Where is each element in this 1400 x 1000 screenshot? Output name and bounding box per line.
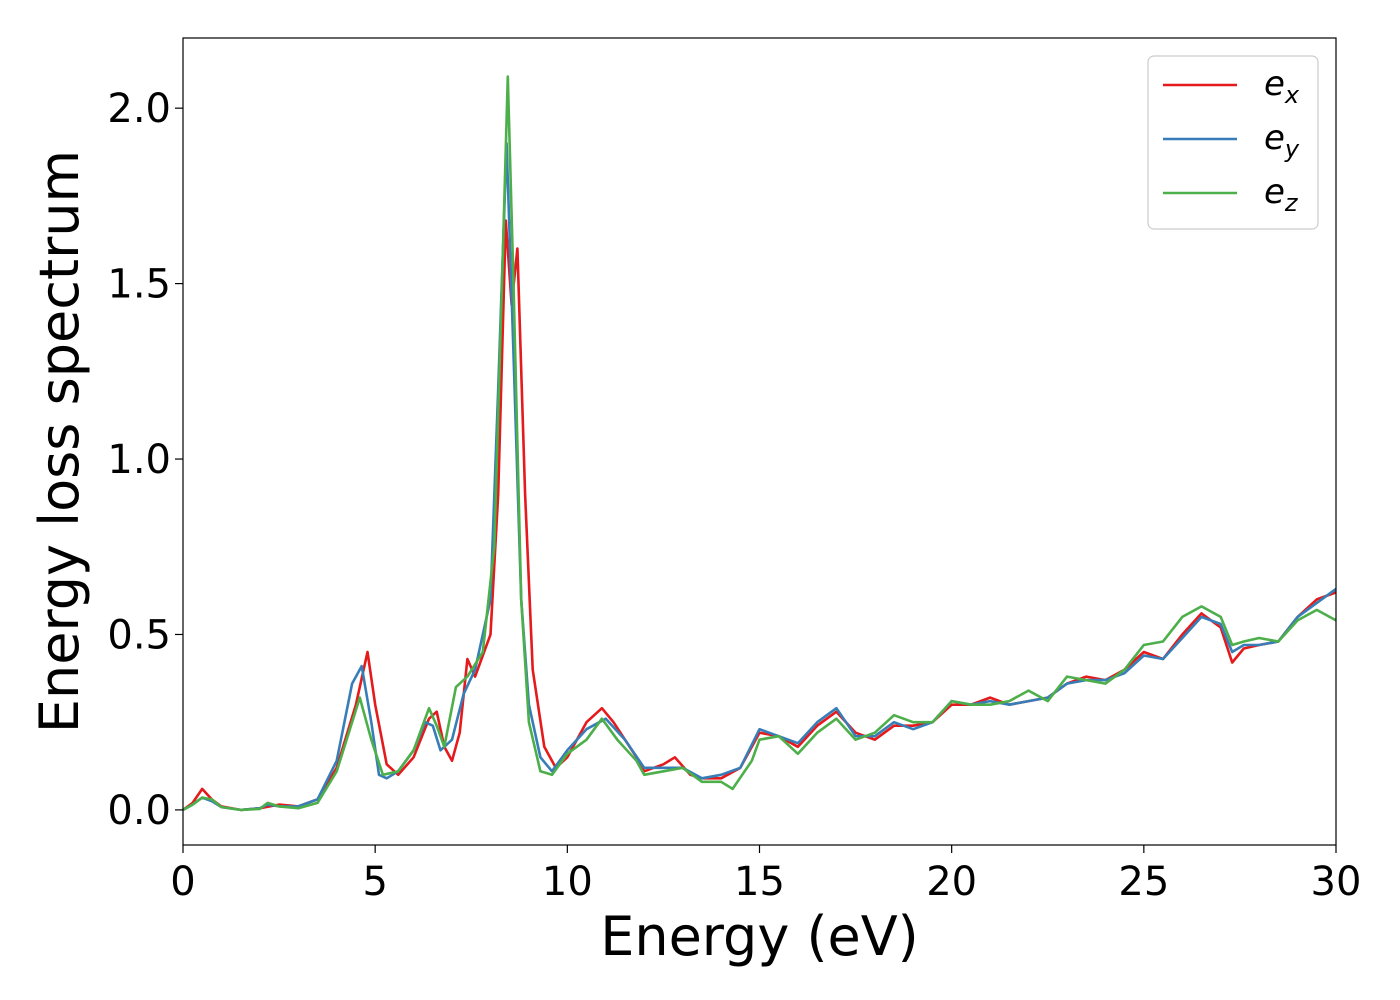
series-line-e-z xyxy=(182,75,1337,812)
x-tick-label: 15 xyxy=(734,859,785,905)
y-tick-label: 0.0 xyxy=(107,788,171,834)
x-tick-label: 10 xyxy=(542,859,593,905)
y-tick-label: 1.0 xyxy=(107,437,171,483)
x-tick-label: 30 xyxy=(1311,859,1362,905)
plot-lines xyxy=(182,75,1337,812)
x-axis-label: Energy (eV) xyxy=(600,905,919,968)
series-line-e-x xyxy=(182,219,1337,812)
x-tick-label: 25 xyxy=(1118,859,1169,905)
x-tick-label: 20 xyxy=(926,859,977,905)
x-tick-label: 5 xyxy=(362,859,387,905)
legend-label-x: ex xyxy=(1264,64,1300,109)
legend-label-y: ey xyxy=(1264,118,1300,163)
y-axis-label: Energy loss spectrum xyxy=(28,150,91,733)
x-tick-label: 0 xyxy=(170,859,195,905)
legend-label-z: ez xyxy=(1264,172,1299,217)
y-tick-label: 1.5 xyxy=(107,262,171,308)
y-tick-label: 2.0 xyxy=(107,86,171,132)
legend: ex ey ez xyxy=(1147,55,1319,230)
y-tick-label: 0.5 xyxy=(107,612,171,658)
x-axis: 0 5 10 15 20 25 30 xyxy=(170,845,1361,905)
y-axis: 0.0 0.5 1.0 1.5 2.0 xyxy=(107,86,183,834)
legend-box xyxy=(1147,55,1319,230)
